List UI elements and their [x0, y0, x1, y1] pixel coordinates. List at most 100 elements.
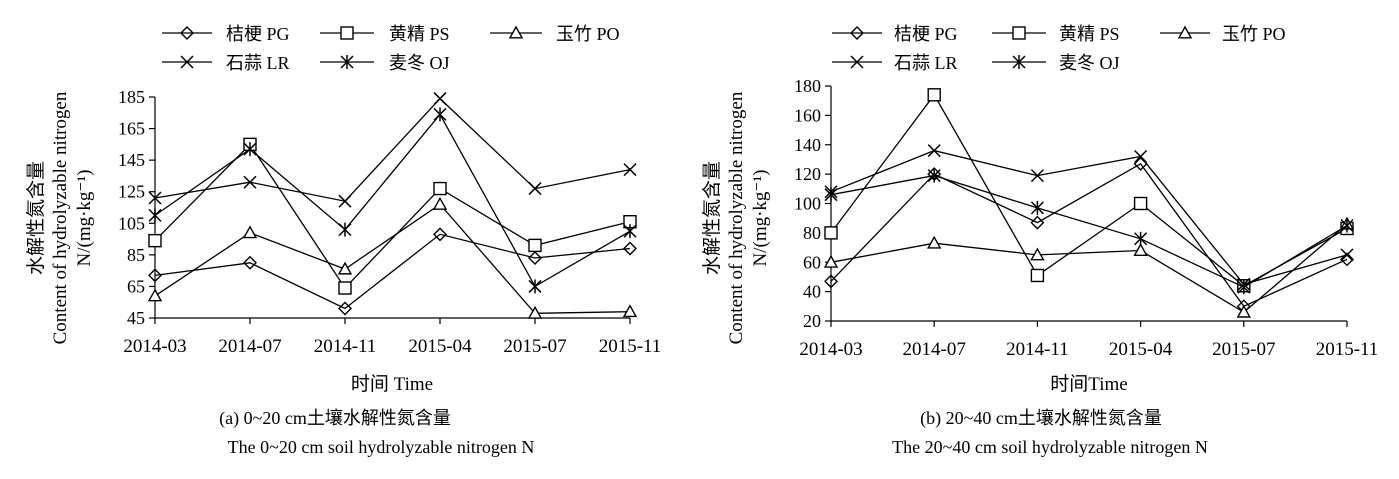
- data-point-square: [148, 233, 162, 248]
- legend-label: 麦冬 OJ: [1059, 53, 1120, 73]
- panel-a-title: (a) 0~20 cm土壤水解性氮含量: [219, 408, 451, 429]
- data-point-x: [1030, 169, 1044, 183]
- data-point-x: [1340, 248, 1354, 262]
- series-triangle: [147, 196, 638, 319]
- legend-item-ps: 黄精 PS: [992, 24, 1120, 44]
- legend-marker-triangle: [508, 25, 524, 39]
- series-line: [154, 97, 631, 202]
- y-tick-label: 185: [118, 87, 145, 107]
- data-point-star: [433, 107, 447, 122]
- legend-label: 麦冬 OJ: [389, 53, 450, 73]
- y-tick-label: 160: [794, 105, 821, 125]
- data-point-x: [1134, 149, 1148, 164]
- series-line: [154, 203, 631, 314]
- legend-marker-x: [180, 55, 194, 69]
- y-label-en: Content of hydrolyzable nitrogen: [50, 91, 71, 344]
- data-point-diamond: [1340, 252, 1354, 267]
- data-point-triangle: [1133, 243, 1148, 257]
- legend-marker-x: [850, 55, 864, 69]
- data-point-star: [1030, 200, 1044, 215]
- data-point-star: [1237, 280, 1251, 295]
- legend-label: 桔梗 PG: [226, 24, 290, 44]
- y-tick-label: 100: [794, 194, 821, 214]
- panel-a-legend: 桔梗 PG 黄精 PS 玉竹 PO 石蒜 LR 麦冬 OJ: [162, 24, 620, 73]
- y-label-cn: 水解性氮含量: [25, 161, 47, 275]
- series-x: [148, 92, 637, 208]
- series-line: [154, 233, 631, 310]
- y-tick-label: 65: [127, 276, 145, 296]
- data-point-square: [433, 181, 447, 196]
- legend-label: 玉竹 PO: [556, 24, 620, 44]
- series-square: [148, 137, 637, 295]
- legend-marker-diamond: [850, 26, 864, 40]
- x-tick-label: 2015-07: [1212, 339, 1275, 360]
- legend-item-pg: 桔梗 PG: [832, 24, 958, 44]
- panel-b-subtitle: The 20~40 cm soil hydrolyzable nitrogen …: [892, 437, 1208, 457]
- y-tick-label: 180: [794, 76, 821, 96]
- series-square: [824, 88, 1354, 293]
- legend-marker-diamond: [180, 26, 194, 40]
- y-tick-label: 85: [127, 245, 145, 265]
- y-label-en: Content of hydrolyzable nitrogen: [726, 91, 747, 344]
- panel-b-axes: 20 40 60 80 100 120 140 160 180 2014-03 2014-07 20…: [794, 76, 1378, 360]
- data-point-x: [927, 144, 941, 158]
- series-line: [830, 93, 1348, 287]
- x-axis-label: 时间Time: [1050, 373, 1127, 395]
- series-diamond: [148, 227, 637, 316]
- panel-b-legend: 桔梗 PG 黄精 PS 玉竹 PO 石蒜 LR 麦冬 OJ: [832, 24, 1286, 73]
- legend-item-po: 玉竹 PO: [1160, 24, 1286, 44]
- data-point-diamond: [433, 227, 447, 242]
- legend-marker-star: [340, 55, 354, 69]
- data-point-triangle: [147, 288, 163, 302]
- data-point-triangle: [1236, 304, 1251, 318]
- y-label-unit: N/(mg·kg⁻¹): [750, 170, 771, 267]
- legend-item-lr: 石蒜 LR: [832, 53, 958, 73]
- data-point-diamond: [243, 255, 257, 270]
- y-label-cn: 水解性氮含量: [701, 161, 723, 275]
- panel-a-axes: 45 65 85 105 125 145 165 185 2014-03 2014-07 2014…: [118, 87, 661, 357]
- data-point-star: [528, 279, 542, 294]
- panel-a: 桔梗 PG 黄精 PS 玉竹 PO 石蒜 LR 麦冬 OJ 456: [25, 24, 661, 457]
- data-point-triangle: [927, 235, 942, 249]
- y-tick-label: 45: [127, 308, 145, 328]
- data-point-square: [824, 226, 838, 240]
- panel-a-subtitle: The 0~20 cm soil hydrolyzable nitrogen N: [228, 437, 535, 457]
- data-point-triangle: [242, 225, 258, 239]
- data-point-square: [338, 281, 352, 295]
- y-tick-label: 165: [118, 119, 145, 139]
- data-point-star: [338, 222, 352, 237]
- series-line: [830, 149, 1348, 286]
- x-tick-label: 2015-07: [503, 336, 566, 357]
- x-tick-label: 2015-04: [1109, 339, 1173, 360]
- y-tick-label: 40: [803, 282, 821, 302]
- data-point-triangle: [622, 304, 638, 318]
- x-tick-label: 2015-11: [1316, 339, 1379, 360]
- legend-label: 黄精 PS: [389, 24, 450, 44]
- legend-marker-triangle: [1177, 25, 1193, 39]
- data-point-star: [1340, 218, 1354, 233]
- data-point-diamond: [148, 268, 162, 283]
- y-tick-label: 145: [118, 150, 145, 170]
- data-point-diamond: [623, 241, 637, 256]
- data-point-x: [623, 163, 637, 177]
- data-point-star: [824, 187, 838, 202]
- legend-item-oj: 麦冬 OJ: [320, 53, 450, 73]
- legend-label: 桔梗 PG: [894, 24, 958, 44]
- series-line: [154, 113, 631, 288]
- x-tick-label: 2015-11: [599, 336, 662, 357]
- y-tick-label: 120: [794, 164, 821, 184]
- legend-item-po: 玉竹 PO: [490, 24, 620, 44]
- legend-item-ps: 黄精 PS: [320, 24, 450, 44]
- legend-item-lr: 石蒜 LR: [162, 53, 290, 73]
- series-star: [148, 107, 637, 294]
- data-point-x: [338, 194, 352, 208]
- y-tick-label: 105: [118, 213, 145, 233]
- y-tick-label: 60: [803, 252, 821, 272]
- legend-marker-square: [1012, 26, 1026, 40]
- series-line: [830, 162, 1348, 308]
- data-point-square: [1133, 196, 1148, 211]
- series-line: [830, 174, 1348, 288]
- data-point-x: [433, 92, 447, 106]
- data-point-triangle: [823, 254, 839, 268]
- data-point-triangle: [527, 305, 543, 319]
